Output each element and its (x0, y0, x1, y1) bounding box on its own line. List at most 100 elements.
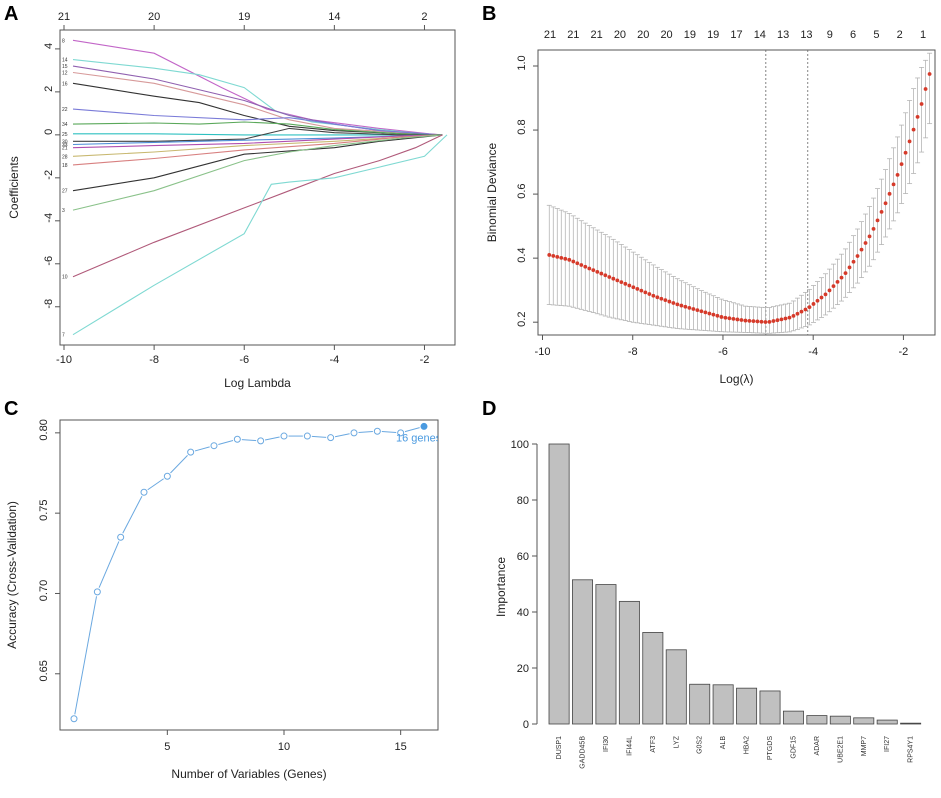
panel-b-deviance-point (907, 139, 912, 144)
panel-a-series-label: 30 (62, 139, 68, 145)
panel-b-deviance-point (787, 315, 792, 320)
panel-d-gene-label: PTGDS (767, 736, 774, 760)
panel-d-ytick-label: 100 (511, 439, 529, 451)
panel-d-gene-label: IFI44L (626, 736, 633, 756)
panel-a-series-line (72, 121, 443, 136)
panel-d-bar (712, 684, 734, 725)
panel-b-top-count-label: 21 (591, 29, 603, 41)
panel-b-deviance-point (799, 309, 804, 314)
panel-c-accuracy-point (187, 448, 195, 456)
panel-b-top-count-label: 20 (660, 29, 672, 41)
panel-b-deviance-point (771, 319, 776, 323)
panel-a-x-axis-title: Log Lambda (224, 376, 291, 390)
panel-b-ytick-label: 0.2 (516, 312, 528, 327)
panel-b-top-count-label: 19 (684, 29, 696, 41)
panel-b-y-axis-title: Binomial Deviance (485, 142, 499, 242)
panel-d-gene-label: ALB (720, 736, 727, 750)
panel-b-top-count-label: 2 (897, 29, 903, 41)
panel-b-deviance-point (587, 266, 592, 271)
panel-c-ytick-label: 0.80 (38, 419, 50, 440)
panel-a-top-tick-label: 20 (148, 11, 160, 23)
panel-c-accuracy-point (350, 429, 358, 437)
panel-d-ytick-label: 20 (517, 663, 529, 675)
panel-b-deviance-point (903, 150, 908, 155)
panel-b-deviance-point (763, 320, 768, 324)
panel-d-bar (853, 717, 875, 725)
panel-a-ytick-label: -4 (43, 213, 55, 223)
panel-a-series-line (72, 134, 443, 192)
panel-c-accuracy-point (373, 427, 381, 435)
panel-b-deviance-point (911, 127, 916, 132)
panel-b-deviance-point (595, 269, 600, 274)
panel-b-deviance-point (687, 305, 692, 310)
panel-c-xtick-label: 15 (395, 741, 407, 753)
panel-c-line-segment (381, 431, 397, 434)
panel-d-bar (736, 687, 758, 725)
panel-c-line-segment (404, 427, 420, 433)
panel-b-deviance-point (679, 303, 684, 308)
panel-a-series-label: 18 (62, 163, 68, 169)
panel-b-ytick-label: 0.8 (516, 119, 528, 134)
panel-b-top-count-label: 19 (707, 29, 719, 41)
panel-b-deviance-point (723, 315, 728, 320)
panel-c-label: C (4, 398, 18, 420)
panel-b-deviance-point (711, 312, 716, 317)
panel-d-bar (829, 715, 851, 725)
panel-d-label: D (482, 398, 496, 420)
panel-b-xtick-label: -2 (899, 346, 909, 358)
panel-c-y-axis-title: Accuracy (Cross-Validation) (5, 501, 19, 649)
panel-c-xtick-label: 5 (164, 741, 170, 753)
panel-d-gene-label: GDF15 (790, 736, 797, 759)
panel-a-ytick-label: 0 (43, 129, 55, 135)
panel-d-gene-label: MMP7 (861, 736, 868, 756)
panel-a-frame (59, 29, 456, 346)
panel-c-accuracy-point (210, 442, 218, 450)
panel-d-y-axis-title: Importance (494, 557, 508, 617)
panel-b-deviance-point (619, 280, 624, 285)
panel-c-line-segment (218, 439, 234, 445)
panel-b-ytick-label: 0.6 (516, 183, 528, 198)
panel-c-line-segment (241, 439, 257, 442)
panel-b-deviance-point (875, 218, 880, 223)
panel-c-line-segment (170, 455, 188, 474)
panel-c-line-segment (122, 496, 143, 534)
panel-b-deviance-point (579, 263, 584, 267)
panel-b-deviance-point (671, 301, 676, 305)
panel-b-deviance-point (555, 254, 560, 259)
panel-b-deviance-point (667, 299, 672, 304)
panel-d-bar (595, 584, 617, 725)
panel-b-deviance-point (635, 287, 640, 291)
panel-c-best-point (420, 422, 428, 430)
panel-a-series-line (72, 65, 443, 136)
panel-d-ytick-label: 80 (517, 495, 529, 507)
panel-d-gene-label: LYZ (673, 735, 680, 748)
panel-d-gene-label: DUSP1 (556, 736, 563, 759)
panel-c-line-segment (334, 433, 350, 438)
panel-b-xtick-label: -4 (808, 346, 818, 358)
panel-b-deviance-point (547, 253, 552, 257)
panel-a-series-label: 27 (62, 189, 68, 195)
panel-b-deviance-point (823, 292, 828, 297)
panel-a-xtick-label: -10 (56, 354, 72, 366)
panel-c-accuracy-point (257, 437, 265, 445)
panel-b-deviance-point (819, 295, 824, 300)
panel-b-deviance-point (647, 292, 652, 296)
panel-b-top-count-label: 14 (754, 29, 766, 41)
panel-b-top-count-label: 9 (827, 29, 833, 41)
panel-b-deviance-point (807, 305, 812, 310)
panel-b-top-count-label: 20 (614, 29, 626, 41)
panel-b-deviance-point (803, 307, 808, 312)
panel-b-deviance-point (559, 255, 564, 260)
panel-a-series-line (72, 108, 443, 136)
panel-a-ytick-label: 4 (43, 43, 55, 49)
panel-a-series-label: 3 (62, 208, 65, 214)
panel-a-series-label: 7 (62, 333, 65, 339)
panel-a-xtick-label: -6 (239, 354, 249, 366)
panel-b-deviance-point (571, 259, 576, 264)
panel-a-ytick-label: -8 (43, 299, 55, 309)
panel-b-xtick-label: -6 (718, 346, 728, 358)
panel-a-xtick-label: -8 (149, 354, 159, 366)
panel-b-deviance-point (887, 191, 892, 196)
panel-b-deviance-point (831, 284, 836, 289)
